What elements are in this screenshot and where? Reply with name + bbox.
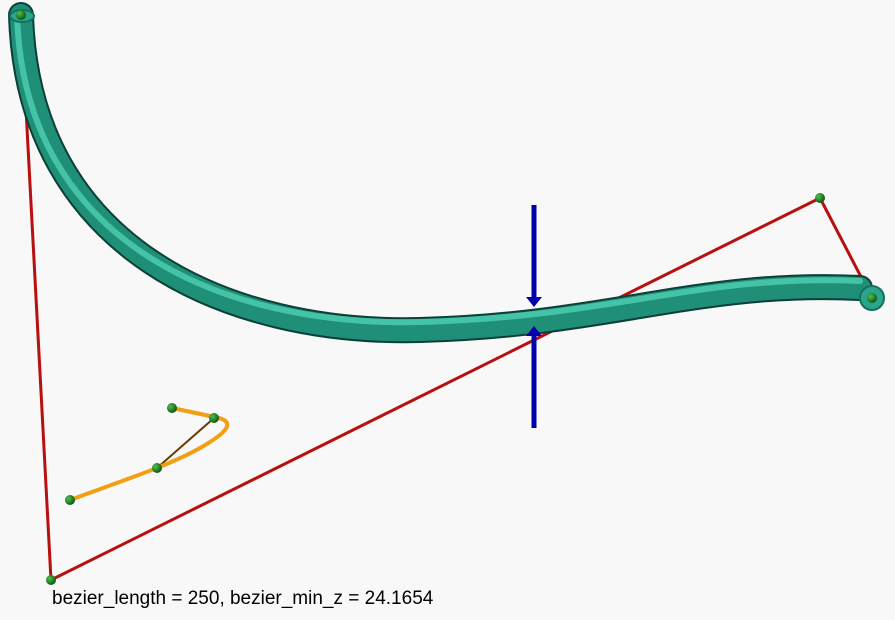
bezier-tube bbox=[8, 2, 885, 344]
control-point bbox=[815, 193, 825, 203]
small-bezier bbox=[68, 406, 230, 502]
min-z-marker-lower-arrow bbox=[526, 326, 542, 336]
control-polygon bbox=[19, 14, 874, 582]
control-point bbox=[16, 10, 26, 20]
caption-text: bezier_length = 250, bezier_min_z = 24.1… bbox=[52, 588, 434, 609]
control-point bbox=[867, 293, 877, 303]
control-polygon-line bbox=[19, 14, 874, 582]
control-point bbox=[152, 463, 162, 473]
small-bezier-curve bbox=[68, 406, 230, 502]
control-point bbox=[65, 495, 75, 505]
control-point bbox=[46, 575, 56, 585]
bezier-tube-highlight bbox=[14, 12, 863, 326]
control-point bbox=[209, 413, 219, 423]
control-points bbox=[16, 10, 877, 585]
min-z-marker bbox=[526, 205, 542, 428]
control-point bbox=[167, 403, 177, 413]
min-z-marker-upper-arrow bbox=[526, 297, 542, 307]
